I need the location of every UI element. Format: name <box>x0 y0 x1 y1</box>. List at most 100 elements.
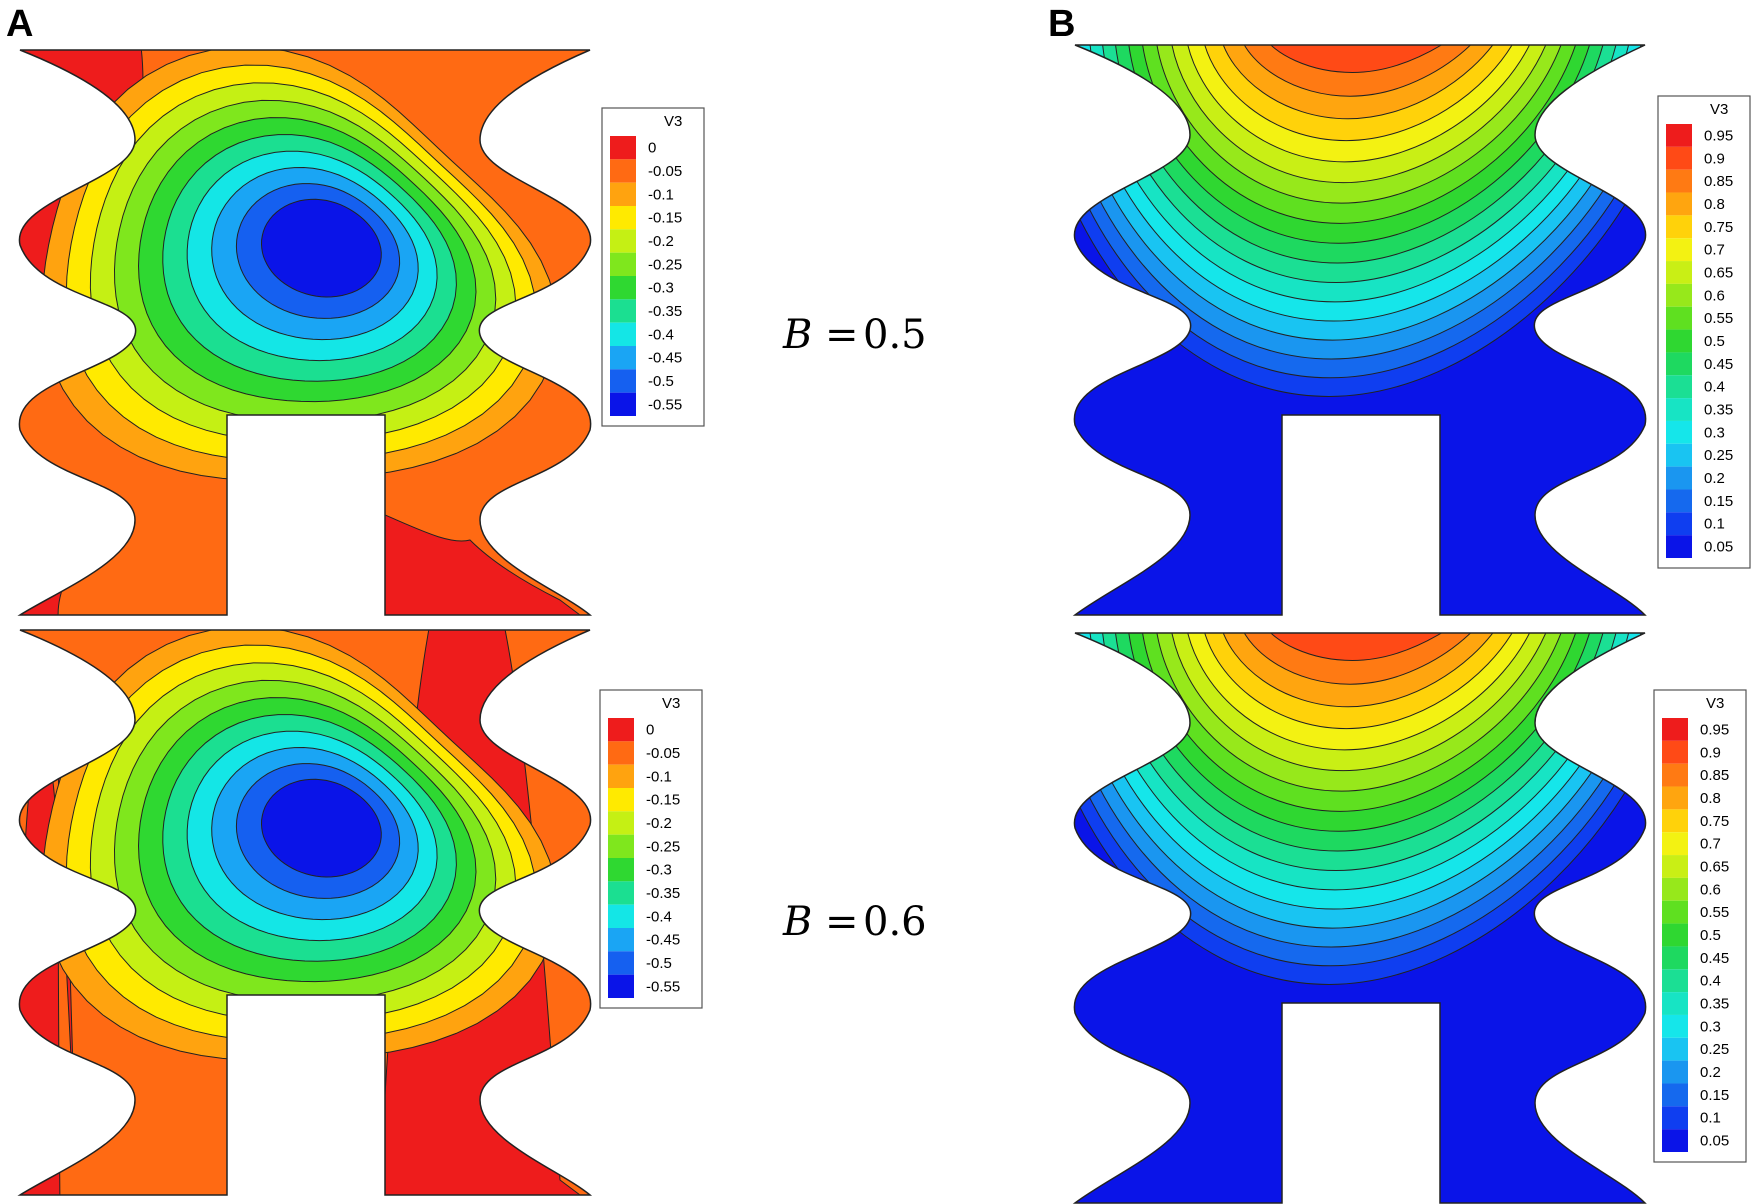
b-bottom-band-1 <box>1262 633 1459 661</box>
legend-b-top-tick-11: 0.4 <box>1704 379 1725 396</box>
legend-b-top-tick-3: 0.8 <box>1704 196 1725 213</box>
legend-b-bottom-tick-2: 0.85 <box>1700 767 1729 784</box>
legend-b-top-swatch-13 <box>1666 420 1692 444</box>
legend-a-top-tick-10: -0.5 <box>648 373 674 390</box>
legend-b-top-tick-18: 0.05 <box>1704 539 1733 556</box>
legend-b-bottom-tick-1: 0.9 <box>1700 744 1721 761</box>
panel-label-a: A <box>6 3 33 45</box>
legend-b-top-swatch-18 <box>1666 535 1692 558</box>
legend-a-top-swatch-7 <box>610 299 636 323</box>
legend-b-bottom-tick-6: 0.65 <box>1700 858 1729 875</box>
legend-b-top-tick-5: 0.7 <box>1704 242 1725 259</box>
legend-b-top-swatch-7 <box>1666 283 1692 307</box>
legend-b-bottom-tick-5: 0.7 <box>1700 836 1721 853</box>
legend-a-bottom-title: V3 <box>662 695 680 712</box>
legend-a-top-title: V3 <box>664 113 682 130</box>
legend-a-top-swatch-3 <box>610 206 636 230</box>
legend-a-bottom-swatch-0 <box>608 718 634 742</box>
legend-b-bottom-swatch-3 <box>1662 786 1688 810</box>
legend-b-bottom-title: V3 <box>1706 695 1724 712</box>
row-label-bottom-equals: = <box>825 899 859 945</box>
legend-a-top-tick-6: -0.3 <box>648 280 674 297</box>
legend-a-top-swatch-0 <box>610 136 636 160</box>
legend-b-top-swatch-14 <box>1666 443 1692 467</box>
legend-a-bottom-swatch-4 <box>608 811 634 835</box>
legend-b-bottom-swatch-16 <box>1662 1083 1688 1107</box>
legend-b-bottom-swatch-0 <box>1662 718 1688 741</box>
legend-b-top-swatch-5 <box>1666 238 1692 262</box>
contour-plot-b-bottom <box>1074 633 1646 1203</box>
legend-a-top-swatch-6 <box>610 276 636 300</box>
legend-a-bottom-tick-4: -0.2 <box>646 815 672 832</box>
legend-a-bottom: V3 0 -0.05 -0.1 -0.15 -0.2 -0.25 -0.3 -0.35 -0.4 -… <box>599 689 703 1009</box>
legend-b-bottom-tick-11: 0.4 <box>1700 973 1721 990</box>
legend-a-top-swatch-8 <box>610 322 636 346</box>
legend-b-bottom-swatch-2 <box>1662 763 1688 787</box>
legend-a-bottom-tick-2: -0.1 <box>646 768 672 785</box>
legend-b-top-title: V3 <box>1710 101 1728 118</box>
legend-b-bottom-tick-3: 0.8 <box>1700 790 1721 807</box>
legend-b-top-swatch-15 <box>1666 466 1692 490</box>
legend-a-bottom-tick-5: -0.25 <box>646 838 680 855</box>
legend-b-top-tick-10: 0.45 <box>1704 356 1733 373</box>
legend-a-top-tick-2: -0.1 <box>648 186 674 203</box>
legend-a-bottom-tick-8: -0.4 <box>646 908 672 925</box>
legend-b-bottom-tick-8: 0.55 <box>1700 904 1729 921</box>
legend-a-bottom-tick-11: -0.55 <box>646 978 680 995</box>
a-bottom-band-11 <box>260 778 382 878</box>
legend-b-bottom-swatch-7 <box>1662 877 1688 901</box>
legend-a-top-swatch-11 <box>610 392 636 416</box>
legend-b-bottom-tick-9: 0.5 <box>1700 927 1721 944</box>
legend-b-top-swatch-16 <box>1666 489 1692 513</box>
legend-a-top-swatch-5 <box>610 252 636 276</box>
legend-b-bottom-swatch-8 <box>1662 900 1688 924</box>
row-label-bottom: B = 0.6 <box>782 899 927 945</box>
panel-label-b: B <box>1048 3 1075 45</box>
legend-b-bottom-swatch-9 <box>1662 923 1688 947</box>
legend-b-bottom: V3 0.95 0.9 0.85 0.8 0.75 0.7 0.65 0.6 0.55 0.5 0.4… <box>1653 689 1747 1163</box>
legend-a-bottom-swatch-10 <box>608 951 634 975</box>
legend-a-top-swatch-2 <box>610 182 636 206</box>
legend-a-bottom-swatch-6 <box>608 858 634 882</box>
legend-b-top-tick-8: 0.55 <box>1704 310 1733 327</box>
legend-a-bottom-tick-9: -0.45 <box>646 932 680 949</box>
b-bottom-band-0 <box>1299 633 1421 634</box>
legend-a-top-tick-5: -0.25 <box>648 256 682 273</box>
legend-a-top-tick-4: -0.2 <box>648 233 674 250</box>
legend-a-top-swatch-10 <box>610 369 636 393</box>
legend-a-top-swatch-9 <box>610 346 636 370</box>
legend-b-bottom-swatch-17 <box>1662 1106 1688 1130</box>
legend-a-bottom-tick-7: -0.35 <box>646 885 680 902</box>
legend-a-top-tick-9: -0.45 <box>648 350 682 367</box>
legend-b-bottom-swatch-6 <box>1662 855 1688 878</box>
legend-b-bottom-tick-10: 0.45 <box>1700 950 1729 967</box>
legend-a-top-tick-1: -0.05 <box>648 163 682 180</box>
legend-a-bottom-swatch-1 <box>608 741 634 765</box>
legend-b-bottom-swatch-14 <box>1662 1037 1688 1061</box>
legend-b-bottom-swatch-15 <box>1662 1060 1688 1084</box>
a-top-band-11 <box>260 198 382 298</box>
legend-b-top-swatch-3 <box>1666 192 1692 216</box>
row-label-bottom-value: 0.6 <box>863 899 927 945</box>
row-label-top-value: 0.5 <box>863 312 927 358</box>
legend-b-top-swatch-11 <box>1666 375 1692 399</box>
legend-b-top-swatch-6 <box>1666 261 1692 284</box>
legend-b-bottom-tick-0: 0.95 <box>1700 721 1729 738</box>
legend-b-top-tick-14: 0.25 <box>1704 447 1733 464</box>
legend-a-bottom-swatch-7 <box>608 881 634 905</box>
legend-a-top-swatch-1 <box>610 159 636 183</box>
legend-b-top-swatch-10 <box>1666 352 1692 376</box>
legend-b-top-tick-12: 0.35 <box>1704 402 1733 419</box>
legend-a-bottom-tick-1: -0.05 <box>646 745 680 762</box>
legend-b-top-swatch-0 <box>1666 124 1692 147</box>
legend-b-top: V3 0.95 0.9 0.85 0.8 0.75 0.7 0.65 0.6 0.55 0.5 0.4… <box>1657 95 1751 569</box>
legend-b-top-swatch-9 <box>1666 329 1692 353</box>
legend-a-bottom-tick-6: -0.3 <box>646 862 672 879</box>
b-top-band-1 <box>1262 45 1459 73</box>
row-label-top: B = 0.5 <box>782 312 927 358</box>
legend-b-bottom-tick-18: 0.05 <box>1700 1133 1729 1150</box>
legend-b-top-tick-13: 0.3 <box>1704 424 1725 441</box>
legend-b-bottom-tick-4: 0.75 <box>1700 813 1729 830</box>
legend-b-bottom-swatch-11 <box>1662 969 1688 993</box>
